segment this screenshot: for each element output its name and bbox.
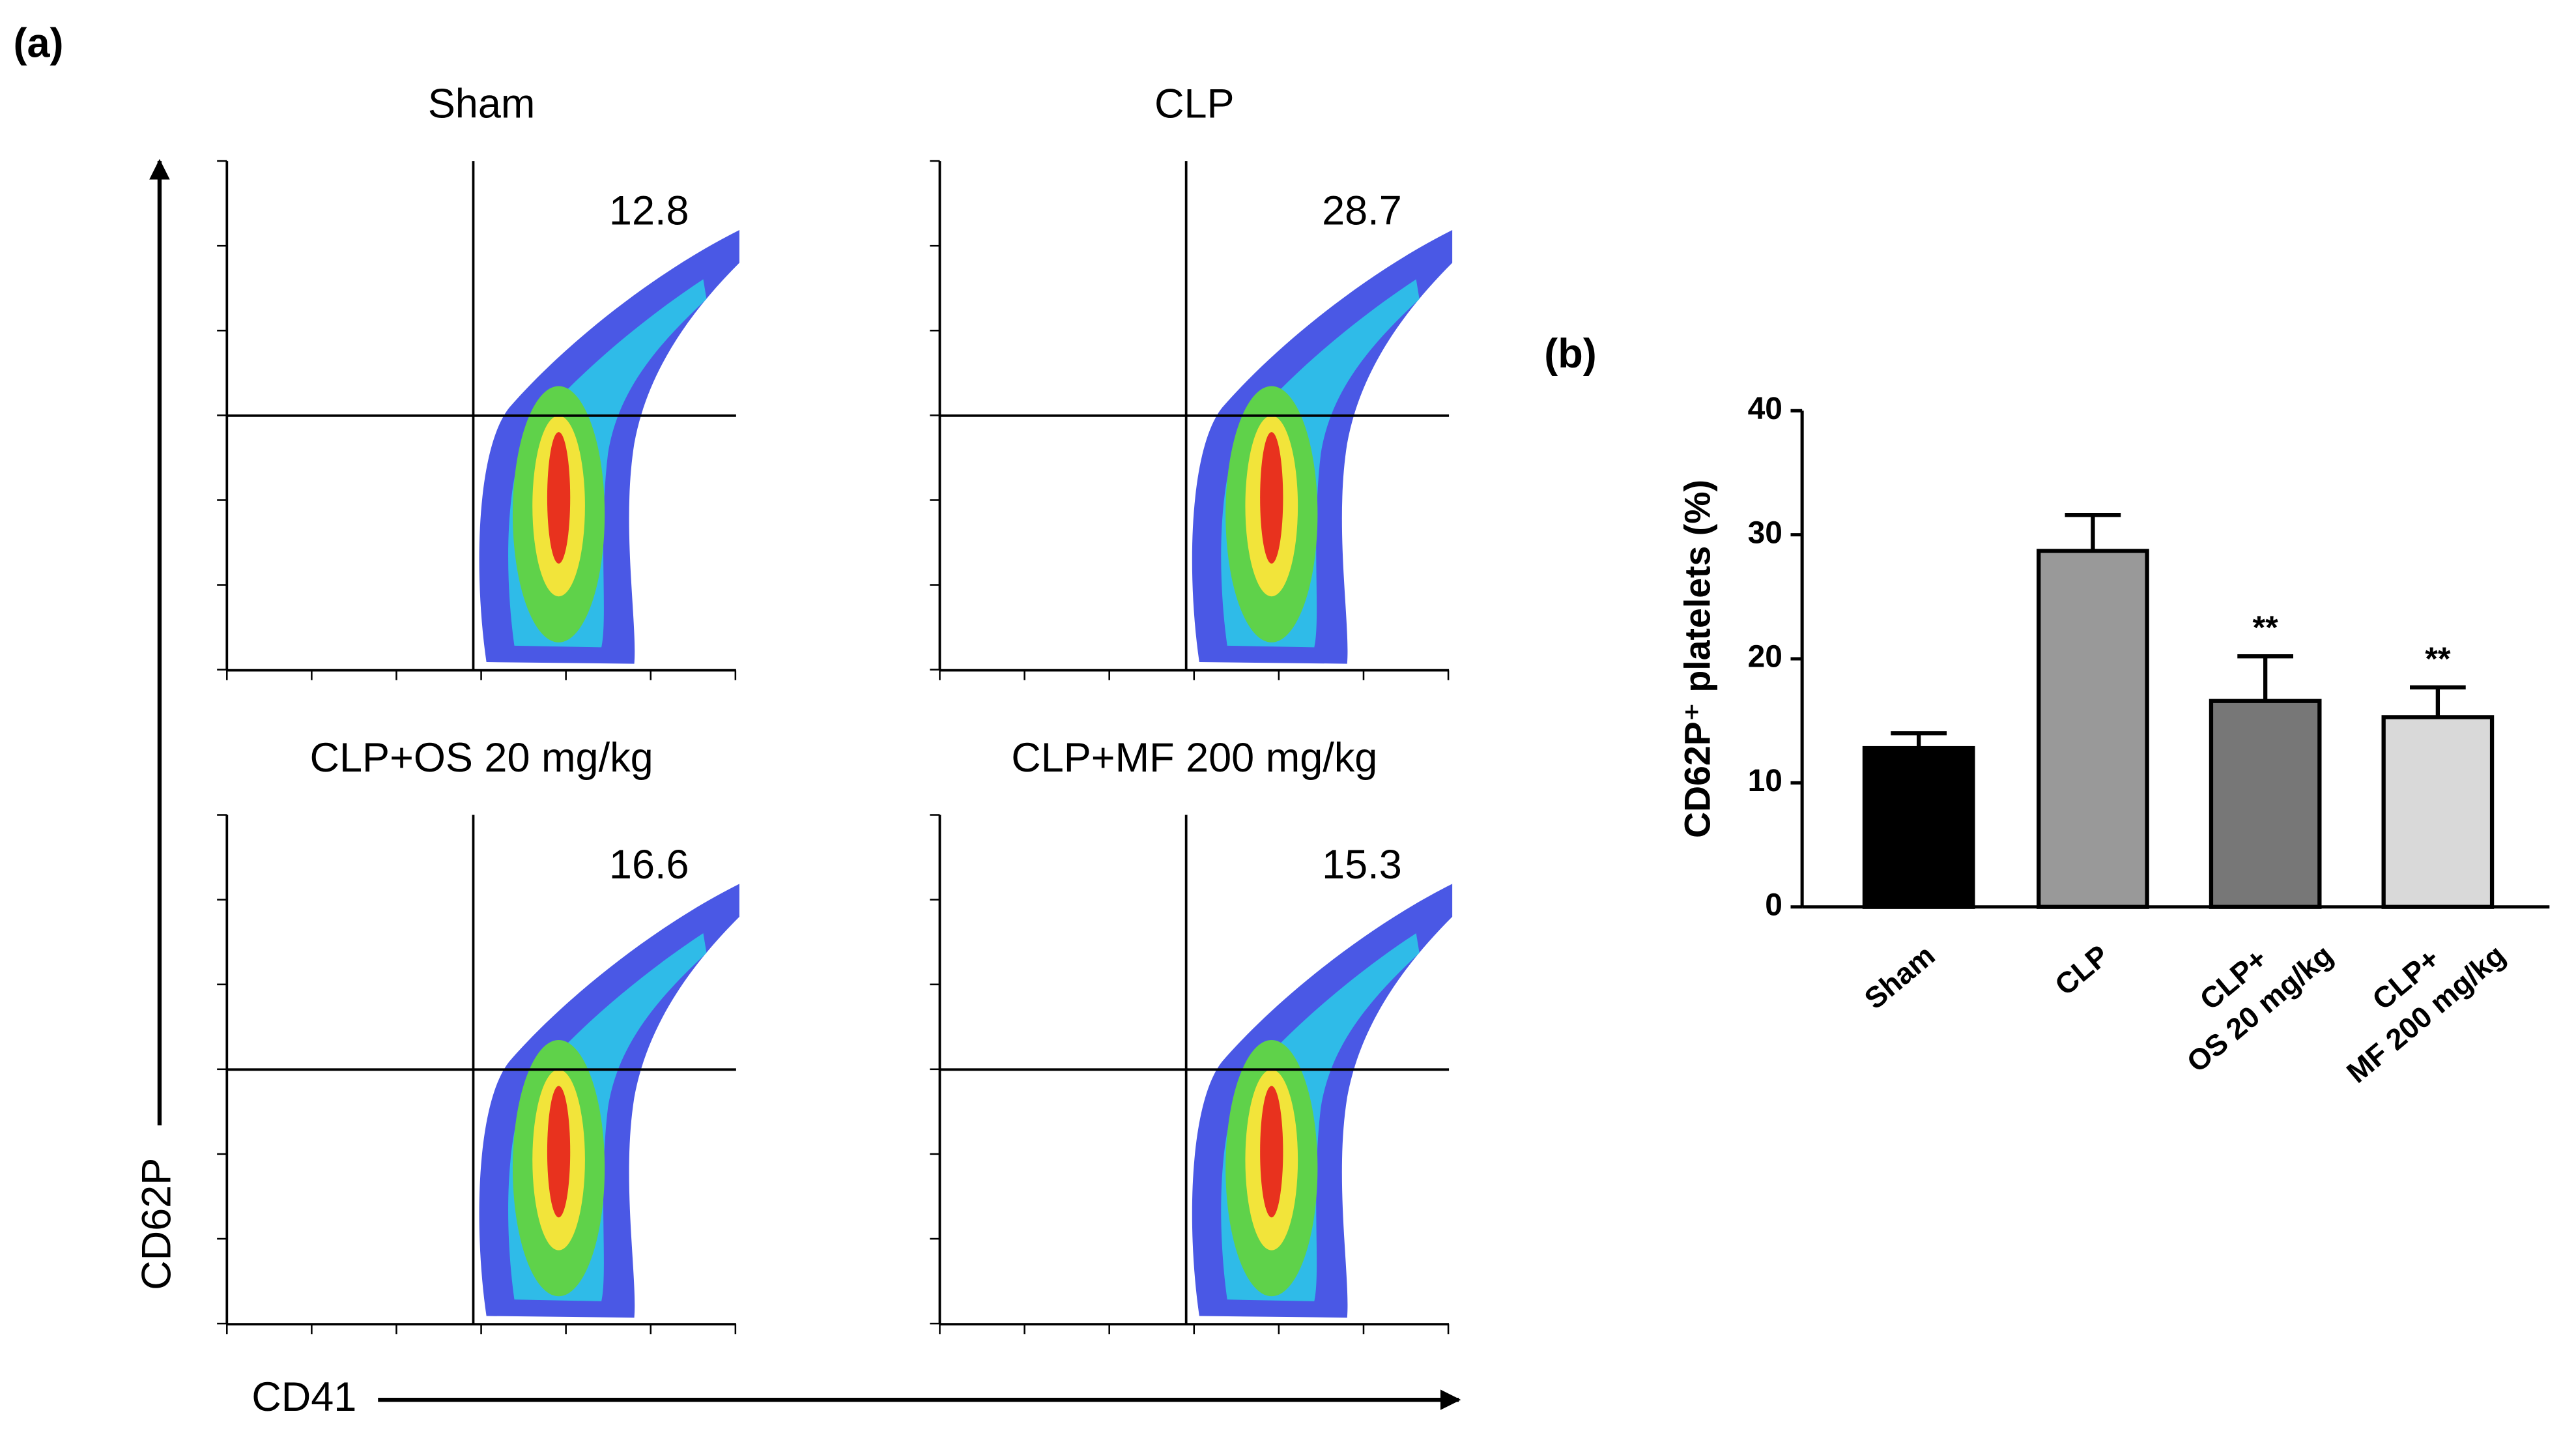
density-core [1260,1086,1283,1218]
bar [2037,549,2149,909]
x-axis-label: CD41 [251,1374,356,1420]
x-tick-label: CLP+OS 20 mg/kg [2155,908,2339,1078]
y-tick-label: 20 [1748,640,1782,674]
y-tick-label: 10 [1748,764,1782,798]
x-tick-label: Sham [1858,938,1941,1016]
y-tick-label: 40 [1748,392,1782,426]
bar [1862,745,1975,909]
plot-title: Sham [428,81,536,127]
flow-plot: CLP 28.7 [930,81,1453,680]
density-core [547,1086,571,1218]
y-tick-label: 0 [1765,888,1782,922]
x-tick-label: CLP [2048,938,2115,1002]
y-tick-label: 30 [1748,515,1782,550]
x-tick-label: CLP+MF 200 mg/kg [2315,908,2512,1089]
density-core [547,432,571,564]
panel-label: (a) [14,20,64,66]
bar [2381,715,2495,909]
quadrant-percent: 16.6 [609,842,689,888]
flow-plot: CLP+OS 20 mg/kg 16.6 [217,735,739,1335]
flow-plot: Sham 12.8 [217,81,739,680]
quadrant-percent: 28.7 [1322,188,1402,233]
y-axis-label: CD62P⁺ platelets (%) [1677,480,1717,838]
quadrant-percent: 15.3 [1322,842,1402,888]
plot-title: CLP+MF 200 mg/kg [1011,735,1377,781]
y-axis-label: CD62P [134,1158,180,1290]
quadrant-percent: 12.8 [609,188,689,233]
density-core [1260,432,1283,564]
significance: ** [2253,609,2279,646]
flow-plot: CLP+MF 200 mg/kg 15.3 [930,735,1453,1335]
significance: ** [2425,640,2451,677]
plot-title: CLP+OS 20 mg/kg [310,735,653,781]
bar [2209,699,2322,909]
panel-label: (b) [1544,331,1596,377]
plot-title: CLP [1154,81,1235,127]
